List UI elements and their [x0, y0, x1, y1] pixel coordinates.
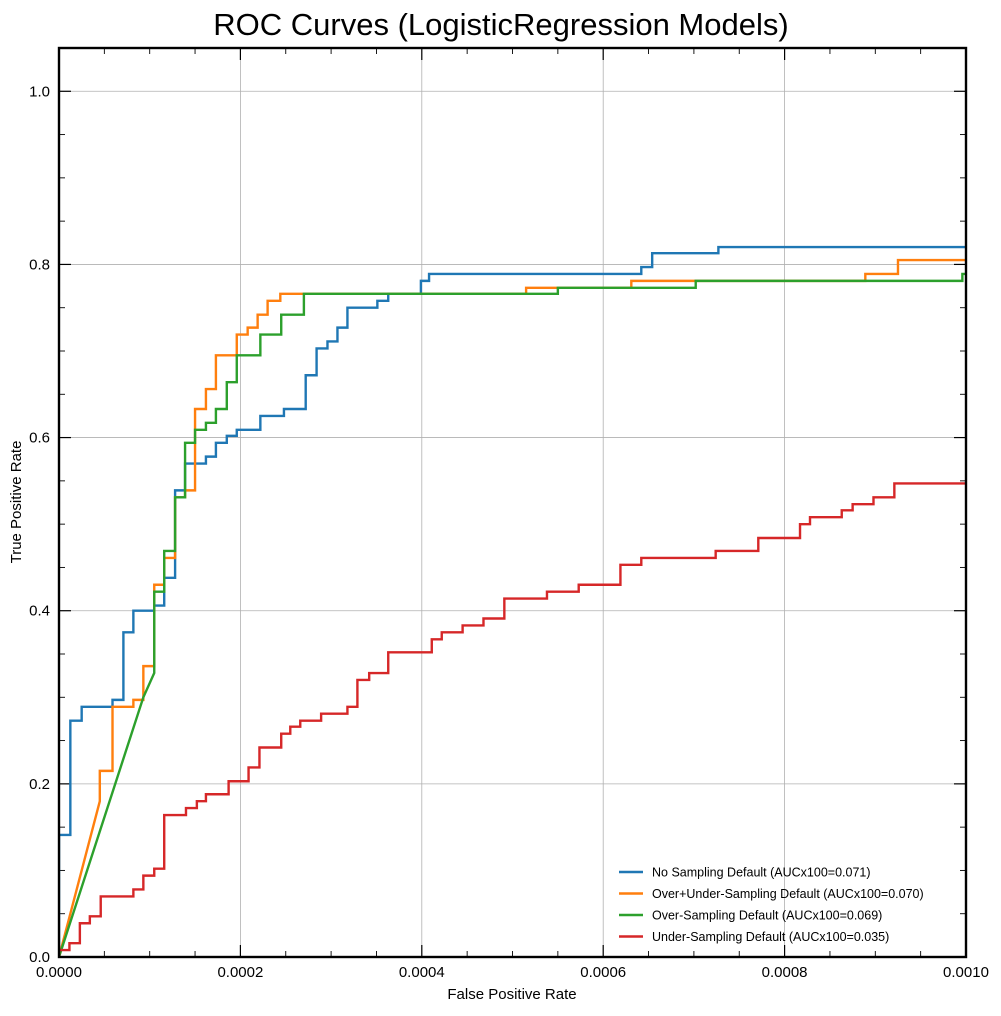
legend-entry-label: Under-Sampling Default (AUCx100=0.035): [652, 930, 889, 944]
series-line-3: [59, 272, 966, 957]
legend: No Sampling Default (AUCx100=0.071) Over+…: [619, 866, 924, 944]
y-tick-label: 0.6: [29, 430, 50, 447]
series-line-1: [59, 245, 966, 957]
y-tick-label: 0.2: [29, 776, 50, 793]
axis-ticks: [58, 48, 967, 958]
y-tick-label: 1.0: [29, 83, 50, 100]
x-tick-label: 0.0004: [399, 964, 445, 981]
grid-lines: [59, 48, 966, 957]
plot-frame: [57, 46, 968, 959]
legend-entry-label: Over-Sampling Default (AUCx100=0.069): [652, 909, 882, 923]
x-tick-label: 0.0008: [762, 964, 808, 981]
y-tick-label: 0.0: [29, 949, 50, 966]
tick-labels: 0.0000 0.0002 0.0004 0.0006 0.0008 0.0010 0.0 0…: [29, 83, 989, 981]
legend-entry-label: Over+Under-Sampling Default (AUCx100=0.0…: [652, 887, 924, 901]
x-tick-label: 0.0010: [943, 964, 989, 981]
chart-title: ROC Curves (LogisticRegression Models): [213, 7, 788, 42]
y-tick-label: 0.4: [29, 603, 50, 620]
y-axis-label: True Positive Rate: [8, 441, 25, 564]
x-tick-label: 0.0002: [217, 964, 263, 981]
series-lines: [59, 245, 966, 957]
x-tick-label: 0.0006: [580, 964, 626, 981]
x-tick-label: 0.0000: [36, 964, 82, 981]
x-axis-label: False Positive Rate: [447, 986, 576, 1003]
series-line-4: [59, 482, 966, 957]
legend-entry-label: No Sampling Default (AUCx100=0.071): [652, 866, 871, 880]
y-tick-label: 0.8: [29, 256, 50, 273]
